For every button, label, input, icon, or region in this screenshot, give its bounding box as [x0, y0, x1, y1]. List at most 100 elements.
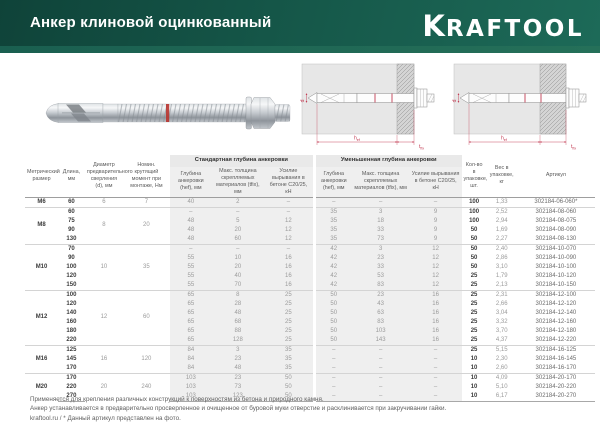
cell-article: 302184-12-100	[516, 289, 595, 300]
col-header-weight: Вес в упаковке, кг	[486, 155, 517, 198]
cell-red-depth: 42	[312, 253, 352, 263]
cell-red-force: 12	[409, 253, 462, 263]
dim-label-tfix: tfix	[571, 144, 576, 150]
cell-article: 302184-08-075	[535, 217, 577, 224]
cell-size: M8	[25, 206, 59, 245]
cell-length: 60	[58, 196, 85, 208]
cell-red-depth: –	[312, 354, 352, 364]
cell-std-tfix: 73	[211, 382, 264, 392]
cell-red-depth: –	[312, 382, 352, 392]
cell-red-force: 16	[409, 335, 462, 346]
cell-red-tfix: 103	[351, 326, 410, 336]
cell-red-depth: 35	[312, 206, 352, 217]
col-header-drill: Диаметр предварительного сверления (d), …	[84, 155, 133, 198]
cell-std-depth: 48	[169, 225, 212, 235]
cell-qty: 25	[470, 327, 478, 334]
cell-red-tfix: –	[351, 391, 410, 402]
cell-std-depth: 55	[169, 262, 212, 272]
cell-std-depth: 103	[169, 382, 212, 392]
cell-red-depth: 35	[312, 216, 352, 226]
cell-red-depth: –	[312, 196, 352, 208]
cell-red-force: –	[409, 391, 462, 402]
cell-red-tfix: 33	[351, 225, 410, 235]
cell-size: M20	[25, 372, 59, 402]
footnote-line: Применяется для крепления различных конс…	[30, 396, 324, 403]
cell-std-force: 50	[263, 391, 315, 402]
cell-weight: 2,27	[495, 235, 508, 242]
cell-article: 302184-16-145	[535, 355, 577, 362]
cell-red-depth: 35	[312, 234, 352, 245]
cell-qty: 25	[461, 344, 487, 355]
cell-weight: 3,70	[495, 327, 508, 334]
cell-article: 302184-12-120	[535, 300, 577, 307]
cell-std-force: 12	[263, 225, 315, 235]
cell-red-force: 16	[409, 308, 462, 318]
cell-red-depth: 50	[312, 335, 352, 346]
cell-red-force: –	[409, 363, 462, 374]
install-diagram-standard: d hef tfix	[300, 63, 435, 150]
cell-red-force: 16	[409, 299, 462, 309]
cell-red-force: 9	[409, 216, 462, 226]
cell-article: 302184-12-140	[535, 309, 577, 316]
cell-std-tfix: 60	[211, 234, 264, 245]
header-band	[0, 0, 600, 46]
cell-std-tfix: 48	[211, 308, 264, 318]
cell-qty: 25	[461, 289, 487, 300]
cell-red-tfix: 83	[351, 317, 410, 327]
cell-red-tfix: 18	[351, 216, 410, 226]
cell-red-tfix: 63	[351, 308, 410, 318]
cell-length: 130	[66, 235, 77, 242]
table-row: 120 65 28 25 50 43 16 25 2,66 302184-12-120	[25, 299, 595, 309]
cell-red-depth: 42	[312, 262, 352, 272]
cell-red-tfix: 83	[351, 280, 410, 291]
cell-torque: 20	[123, 206, 170, 245]
cell-article: 302184-16-125	[516, 344, 595, 355]
cell-length: 70	[58, 243, 85, 254]
cell-weight: 1,69	[495, 226, 508, 233]
cell-red-depth: 50	[312, 326, 352, 336]
cell-weight: 2,86	[495, 254, 508, 261]
cell-qty: 10	[470, 355, 478, 362]
cell-length: 60	[58, 206, 85, 217]
table-row: 145 84 23 35– – –10 2,30 302184-16-145	[25, 354, 595, 364]
table-row: M10 70 10 35– – –42 3 12 50 2,40 302184-10-070	[25, 243, 595, 291]
washer	[245, 96, 252, 130]
cell-std-depth: 65	[169, 335, 212, 346]
header-accent-strip	[0, 46, 600, 53]
cell-std-tfix: –	[211, 243, 264, 254]
col-header-length: Длина, мм	[58, 155, 85, 198]
cell-length: 120	[66, 272, 77, 279]
table-row: M20 170 20 240 103 23 50– – –10 4,09 302184-20-170	[25, 372, 595, 402]
cell-std-depth: 65	[169, 289, 212, 300]
cell-std-force: 35	[263, 363, 315, 374]
cell-std-force: –	[263, 196, 315, 208]
cell-red-tfix: 23	[351, 289, 410, 300]
cell-qty: 100	[469, 217, 480, 224]
cell-size: M16	[25, 344, 59, 374]
cell-length: 125	[58, 344, 85, 355]
cell-red-tfix: –	[351, 372, 410, 383]
cell-std-force: 16	[263, 280, 315, 291]
cell-std-force: 25	[263, 299, 315, 309]
cell-std-force: 25	[263, 317, 315, 327]
cell-drill: 8	[84, 206, 124, 245]
cell-std-tfix: 68	[211, 317, 264, 327]
cell-article: 302184-08-090	[535, 226, 577, 233]
cell-qty: 25	[470, 309, 478, 316]
cell-weight: 5,15	[486, 344, 517, 355]
cell-std-depth: 48	[169, 234, 212, 245]
col-header-force-red: Усилие вырывания в бетоне С20/25, кН	[409, 166, 462, 198]
cell-article: 302184-12-180	[535, 327, 577, 334]
brand-logo-k: K	[422, 9, 446, 43]
cell-std-force: 12	[263, 216, 315, 226]
cell-drill: 16	[84, 344, 124, 374]
dim-label-hef: hef	[354, 136, 361, 142]
cell-red-tfix: 53	[351, 271, 410, 281]
table-row: 270 103 123 50– – –10 6,17 302184-20-270	[25, 391, 595, 402]
cell-article: 302184-12-220	[535, 336, 577, 343]
cell-red-force: –	[409, 344, 462, 355]
cell-std-tfix: 20	[211, 262, 264, 272]
cell-qty: 100	[461, 206, 487, 217]
cell-red-depth: –	[312, 344, 352, 355]
cell-red-force: 9	[409, 234, 462, 245]
